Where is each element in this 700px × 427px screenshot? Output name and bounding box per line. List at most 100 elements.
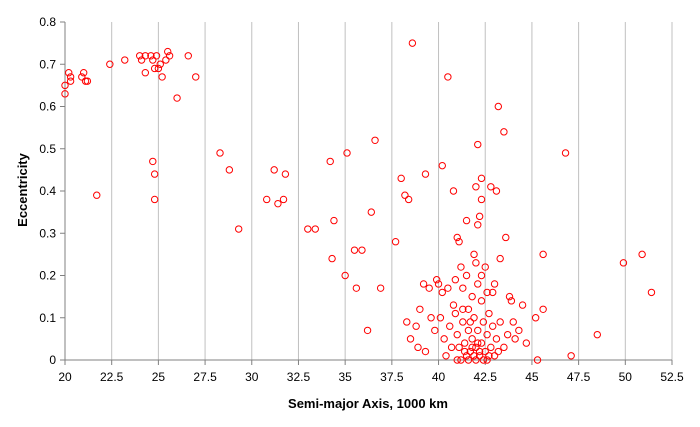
data-point xyxy=(470,250,478,259)
data-point xyxy=(481,347,489,356)
data-point xyxy=(447,343,456,352)
data-point xyxy=(475,352,484,360)
data-point xyxy=(449,301,458,309)
y-tick-labels: 0 0.1 0.2 0.3 0.4 0.5 0.6 0.7 0.8 xyxy=(39,15,56,367)
data-point xyxy=(281,170,290,178)
data-point xyxy=(474,140,482,149)
data-point xyxy=(149,56,157,64)
data-point xyxy=(455,238,463,246)
data-point xyxy=(477,339,486,347)
data-point xyxy=(487,183,495,191)
data-point xyxy=(481,263,489,271)
data-point xyxy=(470,314,478,322)
data-point xyxy=(152,52,161,60)
x-tick-labels: 20 22.5 25 27.5 30 32.5 35 37.5 40 42.5 45 47.5 50 52… xyxy=(58,370,684,384)
data-point xyxy=(449,187,458,195)
data-point xyxy=(154,64,163,73)
data-point xyxy=(184,52,192,60)
data-point xyxy=(403,318,411,326)
data-point xyxy=(350,246,359,254)
data-point xyxy=(483,330,491,339)
data-point xyxy=(438,161,446,170)
y-tick-label: 0.4 xyxy=(39,184,56,198)
data-point xyxy=(494,102,503,111)
data-point xyxy=(531,314,540,322)
data-point xyxy=(66,77,75,85)
data-point xyxy=(234,225,243,233)
data-point xyxy=(216,149,224,157)
data-point xyxy=(460,339,469,347)
x-tick-label: 25 xyxy=(152,370,166,384)
data-point xyxy=(81,77,90,85)
data-point xyxy=(638,250,646,259)
data-point xyxy=(444,73,452,81)
data-point xyxy=(487,343,495,352)
data-point xyxy=(485,309,493,318)
x-axis-title: Semi-major Axis, 1000 km xyxy=(288,396,448,411)
x-tick-label: 27.5 xyxy=(193,370,217,384)
data-point xyxy=(93,191,101,199)
x-tick-label: 35 xyxy=(338,370,352,384)
data-point xyxy=(436,314,445,322)
x-tick-label: 45 xyxy=(525,370,539,384)
data-point xyxy=(462,352,471,360)
y-axis-title: Eccentricity xyxy=(15,152,30,226)
data-point xyxy=(225,166,234,174)
y-tick-label: 0 xyxy=(49,353,56,367)
x-tick-label: 37.5 xyxy=(380,370,404,384)
data-point xyxy=(453,356,461,364)
data-point xyxy=(477,174,486,183)
data-point xyxy=(464,305,473,313)
data-point xyxy=(440,335,448,343)
data-point xyxy=(474,326,482,335)
data-point xyxy=(438,288,446,297)
y-tick-label: 0.6 xyxy=(39,100,56,114)
data-point xyxy=(158,73,166,81)
data-point xyxy=(427,314,435,322)
data-point xyxy=(61,81,69,90)
data-point xyxy=(466,347,474,356)
data-point xyxy=(466,318,474,326)
grid-lines xyxy=(111,22,673,360)
x-tick-label: 30 xyxy=(245,370,259,384)
data-point xyxy=(421,347,430,356)
data-point xyxy=(472,356,480,364)
data-point xyxy=(462,216,471,225)
data-point xyxy=(468,292,476,301)
data-point xyxy=(147,52,155,60)
data-point xyxy=(192,73,200,81)
data-point xyxy=(457,356,465,364)
data-point xyxy=(459,284,467,292)
data-point xyxy=(328,254,336,263)
data-point xyxy=(121,56,129,64)
data-point xyxy=(451,276,460,284)
data-point xyxy=(567,352,575,360)
data-point xyxy=(66,73,75,81)
data-point xyxy=(164,47,172,56)
data-point xyxy=(330,216,338,225)
data-point xyxy=(496,254,504,263)
data-point xyxy=(141,52,150,60)
data-point xyxy=(477,297,486,305)
data-point xyxy=(470,352,478,360)
data-point xyxy=(65,69,73,77)
data-point xyxy=(412,322,420,330)
data-point xyxy=(462,271,471,280)
data-point xyxy=(505,292,514,301)
data-point xyxy=(106,60,114,68)
data-point xyxy=(404,195,413,204)
x-tick-label: 42.5 xyxy=(474,370,498,384)
data-point xyxy=(483,356,491,364)
x-tick-label: 52.5 xyxy=(660,370,684,384)
y-tick-label: 0.5 xyxy=(39,142,56,156)
data-point xyxy=(490,352,499,360)
data-point xyxy=(421,170,430,178)
data-point xyxy=(391,238,400,246)
x-tick-label: 50 xyxy=(619,370,633,384)
y-tick-label: 0.7 xyxy=(39,57,56,71)
data-point xyxy=(451,309,460,318)
data-point xyxy=(619,259,628,267)
data-point xyxy=(518,301,527,309)
data-point xyxy=(304,225,312,233)
